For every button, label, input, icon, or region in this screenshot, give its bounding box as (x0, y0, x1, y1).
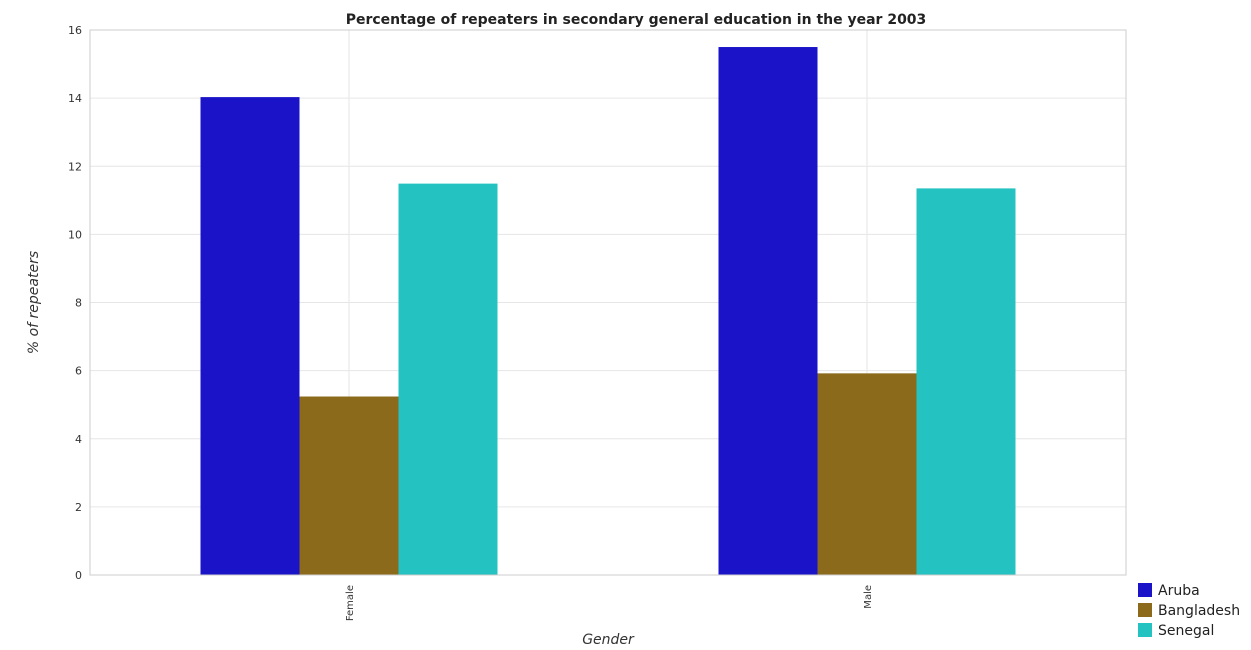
plot-frame (89, 29, 1127, 576)
bar-bangladesh-male (817, 373, 917, 575)
x-tick-label: Male (863, 585, 874, 609)
x-tick-label: Female (345, 585, 356, 621)
y-tick-label: 6 (75, 365, 82, 378)
legend-swatch (1138, 603, 1152, 617)
legend-label: Senegal (1158, 623, 1214, 639)
x-axis-label: Gender (582, 632, 635, 648)
legend-swatch (1138, 583, 1152, 597)
y-axis-ticks: 0 2 4 6 8 10 12 14 16 (68, 24, 82, 582)
bar-senegal-male (916, 188, 1016, 575)
bar-bangladesh-female (299, 396, 399, 575)
y-tick-label: 12 (68, 160, 82, 173)
y-tick-label: 2 (75, 501, 82, 514)
y-tick-label: 14 (68, 92, 82, 105)
x-axis-ticks: Female Male (345, 585, 874, 621)
y-tick-label: 4 (75, 433, 82, 446)
chart-title: Percentage of repeaters in secondary gen… (346, 12, 927, 28)
bar-senegal-female (398, 183, 498, 575)
bars (200, 47, 1016, 576)
y-tick-label: 8 (75, 297, 82, 310)
bar-aruba-female (200, 97, 300, 576)
y-axis-label: % of repeaters (26, 251, 42, 354)
legend-label: Aruba (1158, 583, 1200, 599)
legend-label: Bangladesh (1158, 603, 1240, 619)
y-tick-label: 16 (68, 24, 82, 37)
y-tick-label: 10 (68, 228, 82, 241)
legend-swatch (1138, 623, 1152, 637)
legend: Aruba Bangladesh Senegal (1138, 583, 1240, 639)
bar-aruba-male (718, 47, 818, 575)
y-tick-label: 0 (75, 569, 82, 582)
